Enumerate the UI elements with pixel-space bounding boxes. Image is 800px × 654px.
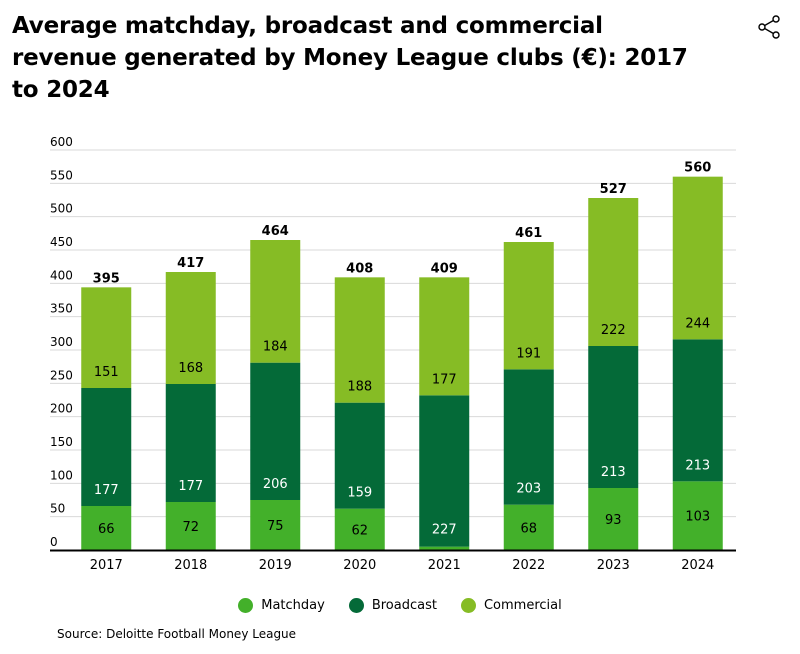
data-label-broadcast: 177	[178, 479, 203, 494]
bar-commercial-2023	[588, 198, 639, 346]
y-tick-label: 350	[50, 302, 73, 316]
total-label: 417	[177, 256, 204, 271]
data-label-commercial: 177	[432, 372, 457, 387]
bar-commercial-2022	[503, 242, 554, 370]
x-tick-label: 2018	[174, 558, 207, 573]
data-label-matchday: 62	[351, 523, 368, 538]
data-label-commercial: 184	[263, 340, 288, 355]
y-tick-label: 400	[50, 268, 73, 282]
stacked-bar-chart: 0 50 100 150 200 250 300 350 400 450 500 550 600 66 17…	[50, 135, 736, 573]
data-label-commercial: 188	[347, 380, 372, 395]
data-label-matchday: 66	[98, 522, 115, 537]
bar-commercial-2021	[419, 277, 470, 396]
bar-matchday-2020	[334, 508, 385, 550]
data-label-matchday: 93	[605, 513, 622, 528]
bar-broadcast-2023	[588, 346, 639, 488]
x-tick-label: 2023	[597, 558, 630, 573]
x-tick-label: 2024	[681, 558, 714, 573]
bar-commercial-2018	[165, 272, 216, 384]
legend-item-commercial: Commercial	[460, 598, 562, 613]
legend-swatch	[348, 598, 364, 613]
x-tick-label: 2021	[428, 558, 461, 573]
bar-matchday-2017	[81, 506, 132, 550]
y-tick-label: 250	[50, 368, 73, 382]
y-tick-label: 600	[50, 135, 73, 149]
y-tick-label: 0	[50, 535, 58, 549]
y-tick-label: 450	[50, 235, 73, 249]
y-tick-label: 200	[50, 402, 73, 416]
data-label-broadcast: 213	[685, 458, 710, 473]
legend-label: Broadcast	[371, 598, 437, 613]
y-tick-label: 300	[50, 335, 73, 349]
bar-commercial-2024	[672, 176, 723, 340]
legend-label: Matchday	[261, 598, 325, 613]
source-note: Source: Deloitte Football Money League	[57, 627, 297, 641]
bar-broadcast-2017	[81, 388, 132, 506]
x-tick-label: 2022	[512, 558, 545, 573]
data-label-broadcast: 206	[263, 477, 288, 492]
bar-broadcast-2021	[419, 395, 470, 547]
bar-matchday-2018	[165, 502, 216, 550]
bar-matchday-2019	[250, 500, 301, 550]
data-label-broadcast: 213	[601, 465, 626, 480]
bar-matchday-2023	[588, 488, 639, 550]
legend: Matchday Broadcast Commercial	[0, 598, 800, 617]
data-label-commercial: 222	[601, 323, 626, 338]
total-label: 527	[600, 182, 627, 197]
legend-item-broadcast: Broadcast	[348, 598, 437, 613]
total-label: 395	[93, 271, 120, 286]
bar-matchday-2022	[503, 504, 554, 550]
y-tick-label: 150	[50, 435, 73, 449]
data-label-matchday: 103	[685, 510, 710, 525]
data-label-matchday: 72	[182, 520, 199, 535]
legend-swatch	[460, 598, 476, 613]
legend-item-matchday: Matchday	[238, 598, 325, 613]
x-tick-label: 2019	[259, 558, 292, 573]
data-label-commercial: 191	[516, 346, 541, 361]
x-tick-label: 2017	[90, 558, 123, 573]
bar-commercial-2020	[334, 277, 385, 403]
data-label-matchday: 68	[520, 521, 537, 536]
bar-broadcast-2020	[334, 402, 385, 509]
total-label: 408	[346, 261, 373, 276]
data-label-commercial: 151	[94, 365, 119, 380]
y-tick-label: 50	[50, 502, 65, 516]
bar-broadcast-2019	[250, 362, 301, 500]
bar-matchday-2021	[419, 546, 470, 550]
legend-label: Commercial	[483, 598, 562, 613]
data-label-broadcast: 203	[516, 482, 541, 497]
data-label-broadcast: 227	[432, 523, 457, 538]
data-label-broadcast: 159	[347, 486, 372, 501]
total-label: 464	[262, 224, 289, 239]
total-label: 409	[431, 261, 458, 276]
y-tick-label: 550	[50, 168, 73, 182]
bar-broadcast-2024	[672, 339, 723, 482]
x-tick-label: 2020	[343, 558, 376, 573]
share-icon[interactable]	[754, 12, 784, 42]
legend-swatch	[238, 598, 254, 613]
bar-commercial-2019	[250, 240, 301, 363]
data-label-broadcast: 177	[94, 483, 119, 498]
bar-broadcast-2018	[165, 384, 216, 502]
data-label-commercial: 168	[178, 361, 203, 376]
y-tick-label: 100	[50, 468, 73, 482]
bar-broadcast-2022	[503, 369, 554, 505]
data-label-commercial: 244	[685, 316, 710, 331]
data-label-matchday: 75	[267, 519, 284, 534]
y-tick-label: 500	[50, 202, 73, 216]
chart-title: Average matchday, broadcast and commerci…	[12, 13, 688, 103]
total-label: 560	[684, 161, 711, 176]
bar-commercial-2017	[81, 287, 132, 388]
bar-matchday-2024	[672, 481, 723, 550]
total-label: 461	[515, 226, 542, 241]
